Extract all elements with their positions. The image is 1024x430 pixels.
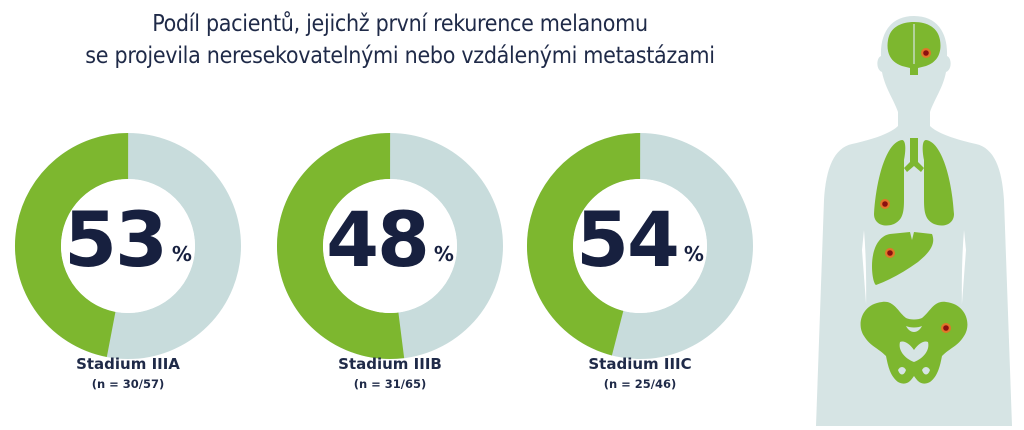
stage-label: Stadium IIIB: [338, 355, 442, 373]
lungs-icon: [874, 138, 954, 226]
stage-label: Stadium IIIA: [76, 355, 180, 373]
brain-icon: [887, 22, 941, 75]
percent-sign: %: [683, 242, 704, 266]
donut-hole: [61, 179, 195, 313]
value-number: 48: [326, 195, 430, 284]
sample-size: (n = 30/57): [91, 377, 165, 391]
percent-sign: %: [171, 242, 192, 266]
donut-green-arc: [15, 133, 241, 359]
donut-green-arc: [527, 133, 753, 359]
donut-hole: [573, 179, 707, 313]
value-number: 53: [64, 195, 168, 284]
human-body-illustration: [790, 0, 1024, 426]
donut-chart-stage-iiib: 48%: [276, 132, 504, 360]
pelvis-icon: [860, 301, 968, 384]
liver-icon: [872, 232, 934, 285]
donut-ring: [15, 133, 241, 359]
donut-hole: [323, 179, 457, 313]
chart-title: Podíl pacientů, jejichž první rekurence …: [0, 8, 800, 72]
donut-chart-stage-iiic: 54%: [526, 132, 754, 360]
donut-ring: [527, 133, 753, 359]
percentage-value: 54%: [526, 190, 754, 290]
donut-green-arc: [277, 133, 503, 359]
stage-label: Stadium IIIC: [588, 355, 692, 373]
percentage-value: 48%: [276, 190, 504, 290]
sample-size: (n = 25/46): [603, 377, 677, 391]
donut-label-stage-iiic: Stadium IIIC (n = 25/46): [526, 354, 754, 394]
percent-sign: %: [433, 242, 454, 266]
donut-label-stage-iiia: Stadium IIIA (n = 30/57): [14, 354, 242, 394]
title-line-1: Podíl pacientů, jejichž první rekurence …: [152, 11, 648, 37]
sample-size: (n = 31/65): [353, 377, 427, 391]
body-silhouette-icon: [816, 16, 1012, 426]
donut-ring: [277, 133, 503, 359]
donut-chart-stage-iiia: 53%: [14, 132, 242, 360]
donut-label-stage-iiib: Stadium IIIB (n = 31/65): [276, 354, 504, 394]
title-line-2: se projevila neresekovatelnými nebo vzdá…: [85, 43, 715, 69]
percentage-value: 53%: [14, 190, 242, 290]
value-number: 54: [576, 195, 680, 284]
